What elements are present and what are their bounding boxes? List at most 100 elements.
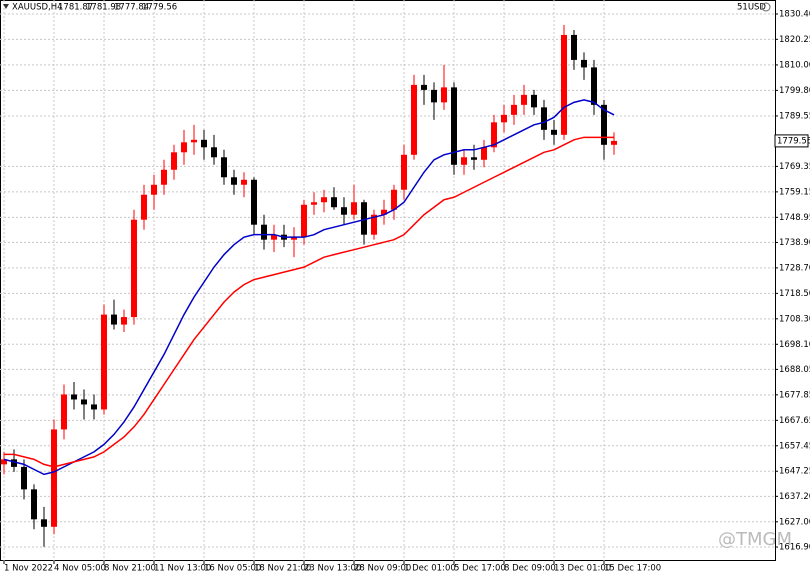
- candle-body: [131, 219, 137, 318]
- header-value: 1781.87: [58, 3, 93, 13]
- x-tick-label: 5 Dec 17:00: [454, 564, 506, 574]
- watermark: @TMGM: [718, 529, 792, 550]
- candle-body: [601, 104, 607, 145]
- x-tick-label: 11 Nov 13:00: [154, 564, 211, 574]
- y-tick-label: 1657.45: [779, 441, 810, 451]
- y-tick-label: 1728.70: [779, 263, 810, 273]
- candle-body: [41, 519, 47, 527]
- x-tick-label: 28 Nov 09:00: [354, 564, 411, 574]
- dropdown-icon: [3, 4, 9, 9]
- candle-body: [311, 202, 317, 205]
- candle-body: [161, 169, 167, 185]
- candle-body: [221, 157, 227, 178]
- y-tick-label: 1799.80: [779, 86, 810, 96]
- candle-body: [571, 34, 577, 60]
- candle-body: [451, 87, 457, 165]
- candle-body: [121, 317, 127, 325]
- candle-body: [91, 404, 97, 410]
- candle-body: [411, 84, 417, 155]
- account-label: 51USD: [737, 3, 766, 13]
- candle-body: [611, 140, 617, 145]
- y-tick-label: 1748.95: [779, 213, 810, 223]
- candle-body: [211, 147, 217, 158]
- candle-body: [241, 179, 247, 185]
- x-tick-label: 15 Dec 17:00: [604, 564, 661, 574]
- candle-body: [531, 94, 537, 108]
- header-value: 1777.84: [114, 3, 149, 13]
- y-tick-label: 1708.30: [779, 314, 810, 324]
- candle-body: [51, 429, 57, 527]
- candle-body: [581, 59, 587, 68]
- y-tick-label: 1647.25: [779, 467, 810, 477]
- x-tick-label: 13 Dec 01:00: [554, 564, 611, 574]
- symbol-label: XAUUSD,H4: [12, 3, 63, 13]
- y-tick-label: 1810.00: [779, 60, 810, 70]
- y-tick-label: 1677.85: [779, 390, 810, 400]
- candle-body: [171, 152, 177, 170]
- candle-body: [351, 202, 357, 215]
- candle-body: [421, 84, 427, 90]
- candle-body: [391, 189, 397, 210]
- candle-body: [261, 224, 267, 240]
- candle-body: [361, 202, 367, 235]
- candle-body: [291, 237, 297, 240]
- close-icon[interactable]: [761, 2, 771, 12]
- y-tick-label: 1667.65: [779, 416, 810, 426]
- candle-body: [71, 394, 77, 400]
- candle-body: [151, 184, 157, 195]
- x-tick-label: 16 Nov 05:00: [204, 564, 261, 574]
- candle-body: [111, 314, 117, 325]
- candle-body: [141, 194, 147, 220]
- x-tick-label: 8 Nov 21:00: [104, 564, 156, 574]
- candle-body: [61, 394, 67, 430]
- candle-body: [81, 399, 87, 405]
- candle-body: [331, 197, 337, 208]
- y-tick-label: 1637.20: [779, 492, 810, 502]
- candle-body: [31, 489, 37, 520]
- y-tick-label: 1688.05: [779, 365, 810, 375]
- candle-body: [521, 94, 527, 105]
- candle-body: [501, 114, 507, 123]
- candle-body: [271, 234, 277, 240]
- plot-frame: [0, 0, 776, 561]
- header-value: 1779.56: [142, 3, 177, 13]
- y-tick-label: 1789.55: [779, 111, 810, 121]
- candle-body: [251, 179, 257, 225]
- candle-body: [461, 157, 467, 165]
- x-tick-label: 18 Nov 21:00: [254, 564, 311, 574]
- x-tick-label: 23 Nov 13:00: [304, 564, 361, 574]
- candle-body: [301, 204, 307, 238]
- candle-body: [181, 142, 187, 153]
- candle-body: [441, 87, 447, 103]
- y-tick-label: 1738.90: [779, 238, 810, 248]
- y-tick-label: 1627.00: [779, 517, 810, 527]
- y-tick-label: 1718.50: [779, 289, 810, 299]
- y-tick-label: 1830.40: [779, 9, 810, 19]
- candle-body: [381, 209, 387, 215]
- candle-body: [21, 466, 27, 490]
- price-label-box: [774, 134, 809, 148]
- y-tick-label: 1759.15: [779, 187, 810, 197]
- candle-body: [541, 107, 547, 130]
- candle-body: [201, 139, 207, 148]
- candle-body: [231, 177, 237, 185]
- candle-body: [551, 129, 557, 135]
- candle-body: [511, 104, 517, 115]
- candle-body: [591, 67, 597, 105]
- candle-body: [341, 207, 347, 215]
- x-tick-label: 1 Nov 2022: [4, 564, 53, 574]
- candle-body: [371, 214, 377, 235]
- header-value: 1781.98: [86, 3, 121, 13]
- candle-body: [1, 459, 7, 465]
- candle-body: [481, 147, 487, 160]
- moving-average: [3, 99, 615, 476]
- candle-body: [491, 122, 497, 148]
- candle-body: [471, 157, 477, 160]
- moving-average: [4, 136, 614, 468]
- x-tick-label: 1 Dec 01:00: [404, 564, 456, 574]
- y-tick-label: 1616.90: [779, 543, 810, 553]
- candle-body: [11, 459, 17, 467]
- x-tick-label: 8 Dec 09:00: [504, 564, 556, 574]
- candle-body: [561, 34, 567, 135]
